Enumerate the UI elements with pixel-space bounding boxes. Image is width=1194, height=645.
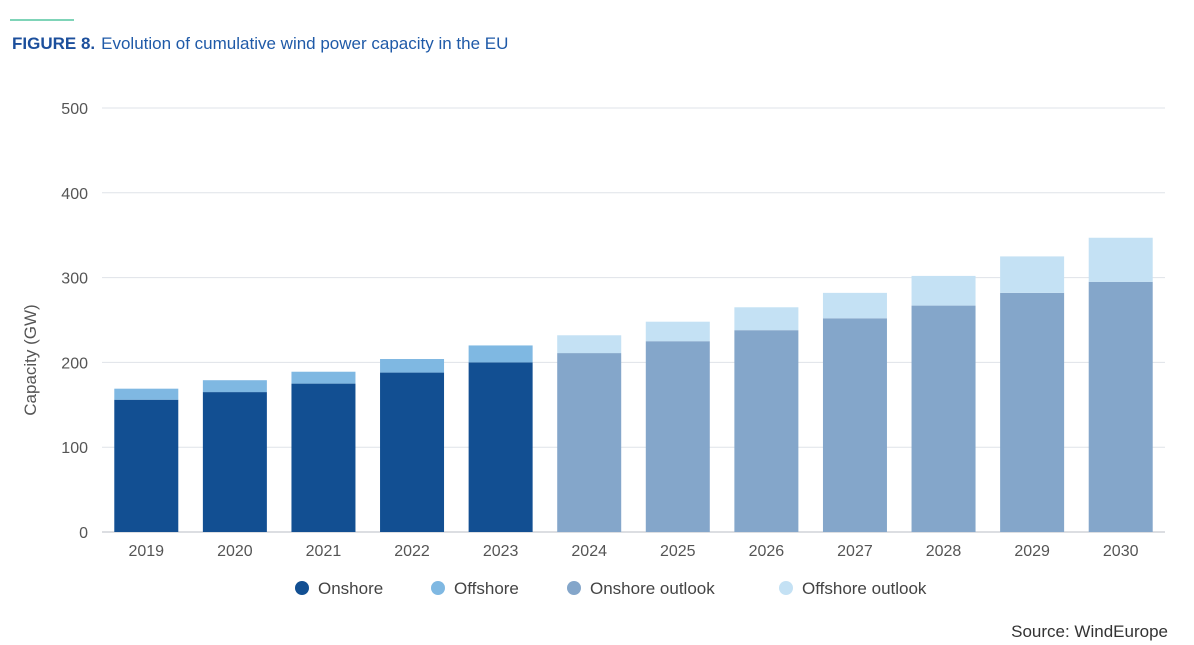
bar-offshore-outlook-2027 — [822, 292, 887, 319]
source-note: Source: WindEurope — [1011, 622, 1168, 641]
x-tick-label: 2019 — [128, 543, 164, 560]
bar-onshore-2023 — [468, 362, 533, 532]
bar-onshore-2019 — [114, 399, 179, 532]
legend-marker-onshore-outlook — [567, 581, 581, 595]
x-tick-label: 2030 — [1103, 543, 1139, 560]
bar-offshore-outlook-2030 — [1088, 237, 1153, 282]
x-tick-label: 2026 — [749, 543, 785, 560]
bar-onshore-2021 — [291, 383, 356, 532]
y-tick-label: 200 — [61, 355, 88, 372]
y-tick-label: 300 — [61, 271, 88, 288]
bar-onshore-outlook-2030 — [1088, 281, 1153, 532]
figure-title: FIGURE 8. Evolution of cumulative wind po… — [12, 34, 508, 54]
bar-offshore-outlook-2028 — [911, 275, 976, 306]
title-accent-line — [10, 19, 74, 21]
bar-offshore-2019 — [114, 388, 179, 400]
bar-offshore-outlook-2026 — [734, 307, 799, 331]
legend-marker-offshore-outlook — [779, 581, 793, 595]
legend-marker-offshore — [431, 581, 445, 595]
x-tick-label: 2022 — [394, 543, 430, 560]
bar-onshore-outlook-2029 — [1000, 292, 1065, 532]
y-tick-label: 400 — [61, 186, 88, 203]
bar-offshore-outlook-2029 — [1000, 256, 1065, 293]
bar-onshore-outlook-2028 — [911, 305, 976, 532]
y-tick-label: 100 — [61, 440, 88, 457]
figure-title-text: Evolution of cumulative wind power capac… — [101, 34, 509, 53]
bar-onshore-2022 — [380, 372, 445, 532]
legend-marker-onshore — [295, 581, 309, 595]
y-tick-label: 500 — [61, 101, 88, 118]
x-tick-label: 2023 — [483, 543, 519, 560]
bar-offshore-2021 — [291, 371, 356, 384]
y-tick-label: 0 — [79, 525, 88, 542]
bar-offshore-2023 — [468, 345, 533, 363]
legend-label-onshore: Onshore — [318, 579, 383, 598]
bar-onshore-outlook-2024 — [557, 353, 622, 532]
x-tick-label: 2025 — [660, 543, 696, 560]
bar-offshore-2022 — [380, 359, 445, 373]
bar-offshore-2020 — [202, 380, 267, 393]
x-tick-label: 2020 — [217, 543, 253, 560]
x-tick-label: 2029 — [1014, 543, 1050, 560]
bar-onshore-outlook-2025 — [645, 341, 710, 532]
x-tick-label: 2021 — [306, 543, 342, 560]
bar-offshore-outlook-2025 — [645, 321, 710, 342]
bar-offshore-outlook-2024 — [557, 335, 622, 354]
y-axis-title: Capacity (GW) — [21, 304, 40, 415]
figure-number: FIGURE 8. — [12, 34, 96, 53]
legend-label-offshore: Offshore — [454, 579, 519, 598]
bar-onshore-outlook-2027 — [822, 318, 887, 532]
legend-label-onshore-outlook: Onshore outlook — [590, 579, 715, 598]
x-tick-label: 2027 — [837, 543, 873, 560]
bar-onshore-2020 — [202, 392, 267, 532]
legend-label-offshore-outlook: Offshore outlook — [802, 579, 927, 598]
x-tick-label: 2028 — [926, 543, 962, 560]
x-tick-label: 2024 — [571, 543, 607, 560]
bar-onshore-outlook-2026 — [734, 330, 799, 532]
